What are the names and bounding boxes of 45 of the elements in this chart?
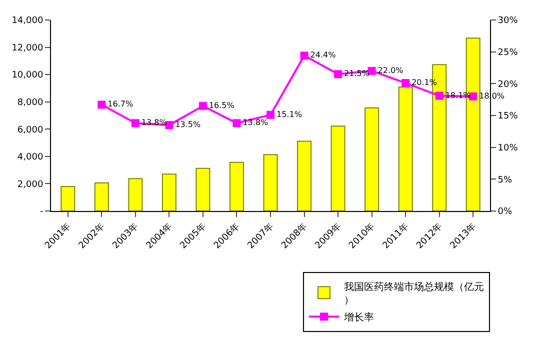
y2-tick-label: 15% <box>498 112 518 122</box>
y2-tick-label: 5% <box>498 175 513 186</box>
y2-tick-label: 25% <box>498 48 518 58</box>
legend-label: 我国医药终端市场总规模（亿元） <box>344 281 484 306</box>
point <box>98 100 106 109</box>
y-tick-label: 14,000 <box>12 16 44 26</box>
bar <box>364 107 380 211</box>
data-label: 16.7% <box>108 100 134 109</box>
bar <box>398 86 413 211</box>
y-tick-label: 4,000 <box>17 152 44 163</box>
data-label: 13.8% <box>242 118 269 128</box>
point <box>435 92 444 100</box>
bar <box>162 174 176 211</box>
bar <box>229 162 244 211</box>
y2-tick-label: 30% <box>498 16 518 26</box>
bar <box>128 178 143 211</box>
y-tick-label: 12,000 <box>12 43 44 54</box>
y-tick-label: 2,000 <box>17 180 44 190</box>
bar <box>60 186 76 211</box>
point <box>232 119 241 128</box>
point <box>402 79 410 88</box>
point <box>334 70 342 78</box>
point <box>266 110 274 119</box>
data-label: 16.5% <box>208 100 235 110</box>
data-label: 22.0% <box>378 66 404 75</box>
y-tick-label: - <box>40 207 44 218</box>
point <box>165 121 174 130</box>
point <box>198 102 207 110</box>
bar <box>263 154 278 211</box>
y-tick-label: 6,000 <box>17 125 44 136</box>
data-label: 15.1% <box>276 110 302 119</box>
point <box>300 52 308 60</box>
bar <box>330 126 346 211</box>
bar <box>196 168 210 211</box>
data-label: 13.5% <box>175 120 202 130</box>
data-label: 24.4% <box>310 50 336 60</box>
y-tick-label: 10,000 <box>12 70 44 81</box>
point <box>131 119 140 128</box>
y2-tick-label: 20% <box>498 80 518 90</box>
y-tick-label: 8,000 <box>17 98 44 108</box>
y2-tick-label: 0% <box>498 207 513 218</box>
bar <box>297 140 312 211</box>
bar <box>94 182 109 211</box>
legend-label: 增长率 <box>343 312 374 324</box>
y2-tick-label: 10% <box>498 143 518 154</box>
